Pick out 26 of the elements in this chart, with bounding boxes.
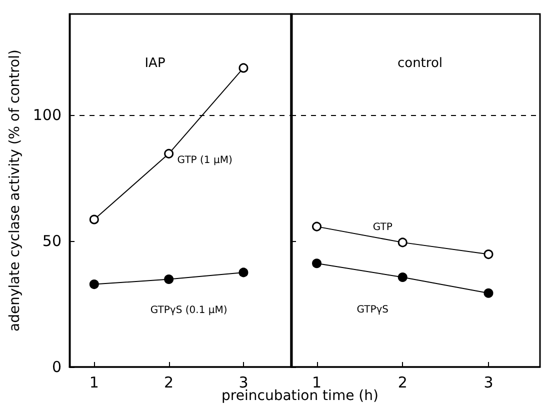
point bbox=[164, 148, 174, 158]
text: control bbox=[397, 56, 443, 71]
text: GTPγS (0.1 µM) bbox=[150, 304, 228, 316]
x-tick-label: 3 bbox=[484, 374, 494, 392]
series-label: GTP (1 µM) bbox=[177, 155, 232, 166]
x-tick-label: 2 bbox=[164, 374, 174, 392]
point bbox=[89, 214, 99, 224]
y-tick-label: 0 bbox=[52, 358, 62, 376]
point bbox=[484, 250, 494, 260]
x-tick-label: 1 bbox=[89, 374, 99, 392]
text: GTPγS bbox=[356, 304, 389, 316]
point bbox=[312, 258, 322, 268]
x-tick-label: 2 bbox=[398, 374, 408, 392]
point bbox=[312, 222, 322, 232]
y-tick-label: 100 bbox=[32, 106, 62, 124]
y-axis-title: adenylate cyclase activity (% of control) bbox=[7, 50, 23, 332]
point bbox=[238, 63, 248, 73]
text: IAP bbox=[144, 56, 166, 71]
series-label: GTP bbox=[372, 222, 392, 233]
point bbox=[484, 288, 494, 298]
point bbox=[238, 268, 248, 278]
point bbox=[398, 238, 408, 248]
point bbox=[164, 274, 174, 284]
point bbox=[398, 272, 408, 282]
point bbox=[89, 280, 99, 290]
y-tick-label: 50 bbox=[42, 232, 62, 250]
